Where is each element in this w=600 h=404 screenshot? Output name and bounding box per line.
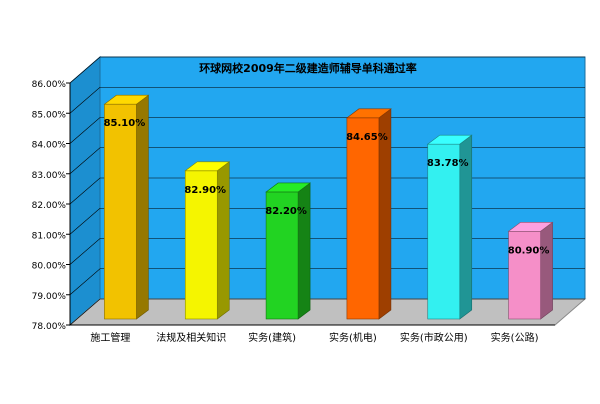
y-tick-label: 82.00% — [32, 201, 67, 211]
gridline — [69, 238, 585, 265]
y-tick-label: 78.00% — [32, 322, 67, 332]
bar-top — [184, 161, 231, 172]
x-tick-label: 实务(建筑) — [248, 331, 296, 344]
bar-side — [540, 221, 553, 320]
x-tick-label: 施工管理 — [90, 331, 130, 344]
x-tick-label: 法规及相关知识 — [156, 331, 226, 344]
bar-top — [426, 134, 473, 145]
gridline — [69, 86, 585, 114]
gridline — [69, 177, 585, 205]
bar: 85.10% — [103, 94, 150, 320]
x-axis: 施工管理 法规及相关知识 实务(建筑) 实务(机电) 实务(市政公用) 实务(公路) — [70, 324, 555, 344]
bar-front — [346, 117, 380, 320]
y-tick-label: 86.00% — [32, 80, 67, 90]
y-tick-label: 80.00% — [32, 262, 67, 272]
y-tick-label: 79.00% — [32, 292, 67, 302]
gridline — [69, 298, 585, 326]
bar-top — [507, 221, 554, 232]
chart-title: 环球网校2009年二级建造师辅导单科通过率 — [199, 61, 417, 75]
bar-top — [346, 108, 392, 119]
bar-value-label: 80.90% — [508, 245, 550, 256]
bar: 83.78% — [426, 134, 473, 320]
gridline — [69, 147, 585, 174]
bar-value-label: 82.20% — [265, 206, 307, 217]
bar: 82.20% — [265, 182, 311, 320]
y-tick-label: 84.00% — [32, 141, 67, 151]
bar-value-label: 82.90% — [184, 185, 226, 196]
bar: 80.90% — [507, 221, 554, 320]
bar: 84.65% — [346, 108, 392, 320]
y-tick-label: 83.00% — [32, 171, 67, 181]
bar-top — [265, 182, 311, 193]
y-tick-label: 85.00% — [32, 110, 67, 120]
chart-bars: 85.10% 82.90% 82.20% 84.65% 83.78% 80.90% — [103, 94, 554, 320]
bar-value-label: 84.65% — [346, 132, 388, 143]
bar-front — [265, 191, 299, 320]
gridline — [69, 207, 585, 235]
bar-value-label: 85.10% — [104, 118, 146, 129]
bar: 82.90% — [184, 161, 231, 320]
x-tick-label: 实务(公路) — [491, 331, 539, 344]
bar-top — [103, 94, 150, 105]
gridline — [69, 268, 585, 295]
gridline — [69, 56, 585, 84]
chart-gridlines — [69, 56, 585, 326]
bar-front — [104, 103, 137, 320]
bar-front — [427, 143, 461, 320]
x-tick-label: 实务(机电) — [329, 331, 377, 344]
bar-value-label: 83.78% — [427, 158, 469, 169]
bar-front — [508, 230, 541, 320]
gridline — [69, 117, 585, 144]
y-tick-label: 81.00% — [32, 231, 67, 241]
x-tick-label: 实务(市政公用) — [400, 331, 468, 344]
bar-side — [297, 182, 311, 320]
y-axis: 78.00% 79.00% 80.00% 81.00% 82.00% 83.00% 84.0… — [32, 80, 71, 332]
